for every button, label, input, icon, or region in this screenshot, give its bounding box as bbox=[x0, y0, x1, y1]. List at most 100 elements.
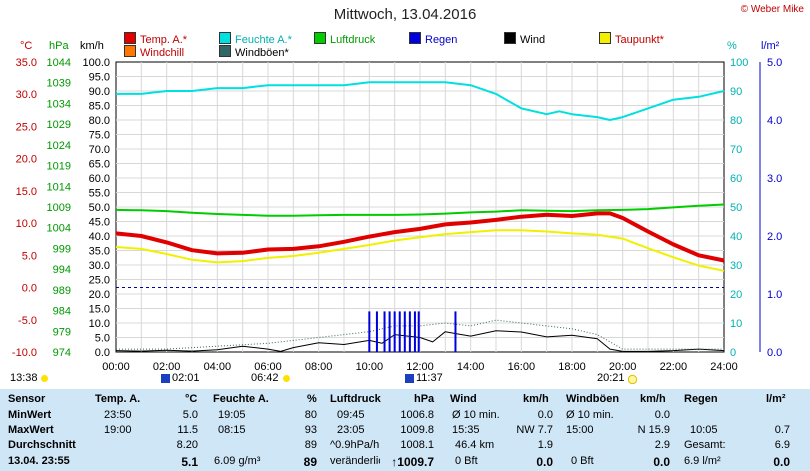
header-humidity-unit: % bbox=[307, 393, 317, 405]
rain-bar bbox=[383, 311, 386, 352]
legend-item-humidity[interactable]: Feuchte A.* bbox=[219, 32, 292, 46]
temp-tick-label: 5.0 bbox=[22, 250, 37, 262]
wind-tick-label: 50.0 bbox=[89, 202, 110, 214]
rain-value: 0.0 bbox=[773, 455, 790, 469]
pressure-time: 23:05 bbox=[337, 424, 365, 436]
wind-value: 1.9 bbox=[537, 439, 553, 451]
legend-label: Feuchte A.* bbox=[235, 34, 292, 46]
rain-tick-label: 0.0 bbox=[767, 347, 782, 359]
moonrise-icon bbox=[161, 374, 170, 383]
x-tick-label: 22:00 bbox=[660, 361, 688, 373]
rain-bar bbox=[398, 311, 401, 352]
sunset-label: 20:21 bbox=[597, 372, 625, 384]
rain-tick-label: 4.0 bbox=[767, 115, 782, 127]
legend-item-wind[interactable]: Wind bbox=[504, 32, 545, 46]
wind-value: 0.0 bbox=[537, 409, 553, 421]
x-tick-label: 12:00 bbox=[406, 361, 434, 373]
temp-value: 5.1 bbox=[181, 455, 198, 469]
wind-tick-label: 60.0 bbox=[89, 173, 110, 185]
sunset-icon bbox=[628, 375, 637, 384]
pressure-tick-label: 1034 bbox=[47, 98, 71, 110]
rain-bar bbox=[375, 311, 378, 352]
dawn-label: 13:38 bbox=[10, 372, 38, 384]
wind-tick-label: 55.0 bbox=[89, 188, 110, 200]
humidity-tick-label: 60 bbox=[730, 173, 742, 185]
rain-bar bbox=[368, 311, 371, 352]
wind-tick-label: 45.0 bbox=[89, 217, 110, 229]
legend-item-rain[interactable]: Regen bbox=[409, 32, 457, 46]
temp-tick-label: 35.0 bbox=[16, 57, 37, 69]
header-rain: Regen bbox=[684, 393, 718, 405]
pressure-value: 1008.1 bbox=[400, 439, 434, 451]
copyright-text[interactable]: © Weber Mike bbox=[740, 4, 804, 15]
rain-bar bbox=[388, 311, 391, 352]
pressure-time: 09:45 bbox=[337, 409, 365, 421]
legend-item-windchill[interactable]: Windchill bbox=[124, 45, 184, 59]
legend-label: Regen bbox=[425, 34, 458, 46]
x-tick-label: 16:00 bbox=[508, 361, 536, 373]
temp-tick-label: 10.0 bbox=[16, 218, 37, 230]
wind-value: NW 7.7 bbox=[516, 424, 553, 436]
pressure-tick-label: 1044 bbox=[47, 57, 71, 69]
legend-item-gusts[interactable]: Windböen* bbox=[219, 45, 289, 59]
rain-tick-label: 2.0 bbox=[767, 231, 782, 243]
pressure-tick-label: 1019 bbox=[47, 161, 71, 173]
temp-tick-label: 25.0 bbox=[16, 121, 37, 133]
row-label: MinWert bbox=[8, 409, 52, 421]
wind-tick-label: 10.0 bbox=[89, 318, 110, 330]
gust-value: 0.0 bbox=[654, 409, 670, 421]
gust-value: 0.0 bbox=[653, 455, 670, 469]
wind-tick-label: 30.0 bbox=[89, 260, 110, 272]
pressure-time: ^0.9hPa/h bbox=[330, 439, 380, 451]
series-line-luftdruck bbox=[115, 203, 725, 217]
temp-tick-label: 30.0 bbox=[16, 89, 37, 101]
legend-swatch bbox=[124, 32, 136, 44]
weather-chart: 00:00 02:00 04:00 06:00 08:00 10:00 12:00 14:00… bbox=[12, 57, 782, 373]
wind-tick-label: 40.0 bbox=[89, 231, 110, 243]
humidity-tick-label: 0 bbox=[730, 347, 736, 359]
wind-tick-label: 35.0 bbox=[89, 246, 110, 258]
wind-tick-label: 75.0 bbox=[89, 130, 110, 142]
series-line-taupunkt bbox=[115, 229, 725, 272]
rain-time: 6.9 l/m² bbox=[684, 455, 721, 467]
humidity-value: 89 bbox=[304, 439, 317, 451]
x-tick-label: 10:00 bbox=[356, 361, 384, 373]
legend-swatch bbox=[124, 45, 136, 57]
wind-tick-label: 25.0 bbox=[89, 275, 110, 287]
wind-value: 0.0 bbox=[536, 455, 553, 469]
pressure-tick-label: 994 bbox=[53, 264, 71, 276]
pressure-tick-label: 1009 bbox=[47, 202, 71, 214]
pressure-tick-label: 1024 bbox=[47, 140, 71, 152]
wind-tick-label: 0.0 bbox=[95, 347, 110, 359]
legend-item-pressure[interactable]: Luftdruck bbox=[314, 32, 375, 46]
x-tick-label: 06:00 bbox=[254, 361, 282, 373]
header-wind-unit: km/h bbox=[523, 393, 549, 405]
header-sensor: Sensor bbox=[8, 393, 46, 405]
row-label: MaxWert bbox=[8, 424, 54, 436]
humidity-time: 6.09 g/m³ bbox=[214, 455, 261, 467]
wind-tick-label: 20.0 bbox=[89, 289, 110, 301]
humidity-axis-unit: % bbox=[727, 40, 737, 52]
header-temp-unit: °C bbox=[185, 393, 198, 405]
pressure-value: ↑1009.7 bbox=[391, 455, 434, 469]
x-tick-label: 02:00 bbox=[153, 361, 181, 373]
x-tick-label: 24:00 bbox=[710, 361, 738, 373]
rain-tick-label: 5.0 bbox=[767, 57, 782, 69]
temp-axis-unit: °C bbox=[20, 40, 33, 52]
temp-time: 19:00 bbox=[104, 424, 132, 436]
rain-value: 6.9 bbox=[774, 439, 790, 451]
legend-swatch bbox=[219, 32, 231, 44]
legend-label: Windchill bbox=[140, 47, 185, 59]
series-line-temp-a bbox=[115, 211, 725, 263]
legend-item-temp[interactable]: Temp. A.* bbox=[124, 32, 187, 46]
stats-table: Sensor Temp. A. °C Feuchte A. % Luftdruc… bbox=[0, 389, 810, 471]
rain-bar bbox=[403, 311, 406, 352]
gust-time: 0 Bft bbox=[571, 455, 594, 467]
moonrise-label: 02:01 bbox=[172, 372, 200, 384]
header-pressure: Luftdruck bbox=[330, 393, 381, 405]
rain-bar bbox=[417, 311, 420, 352]
legend-item-dewpoint[interactable]: Taupunkt* bbox=[599, 32, 664, 46]
legend-label: Wind bbox=[520, 34, 546, 46]
temp-value: 8.20 bbox=[176, 439, 198, 451]
rain-bar bbox=[454, 311, 457, 352]
